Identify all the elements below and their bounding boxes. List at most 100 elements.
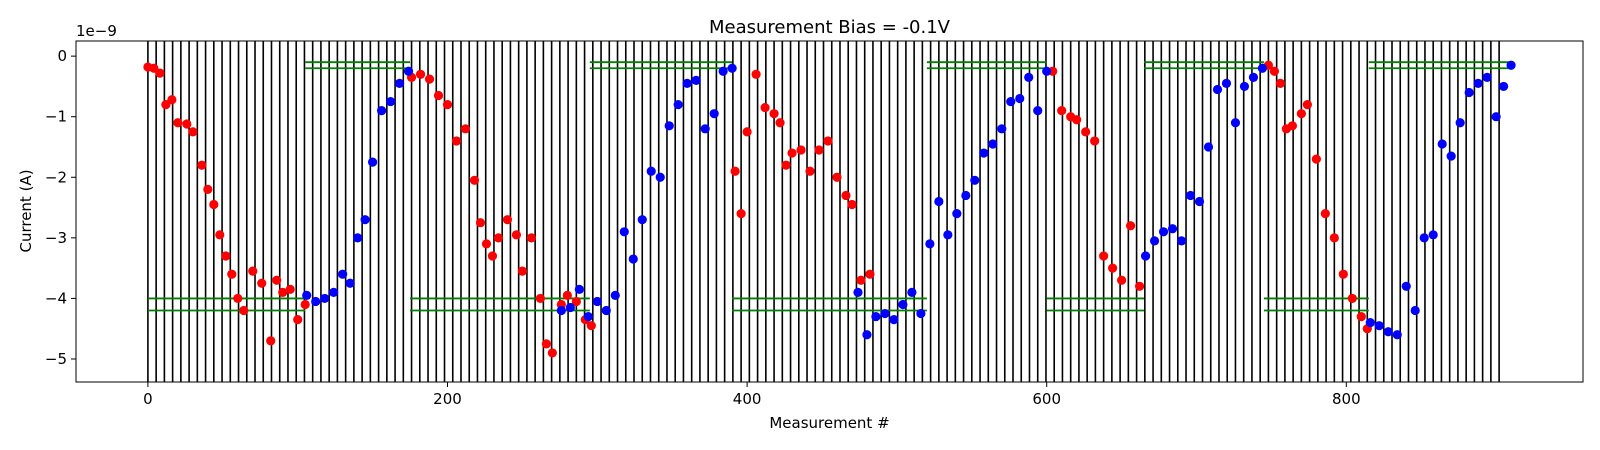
blue-data-point: [1230, 118, 1241, 128]
blue-data-point: [1149, 236, 1160, 246]
plot-area: [143, 41, 1516, 382]
y-tick-label: −4: [45, 289, 67, 307]
blue-data-point: [1176, 236, 1187, 246]
red-data-point: [272, 275, 282, 285]
red-data-point: [775, 118, 785, 128]
y-tick-label: 0: [57, 47, 67, 65]
y-tick-label: −5: [45, 350, 67, 368]
x-axis: 0 200 400 600 800: [143, 382, 1361, 408]
blue-data-point: [1194, 196, 1205, 207]
red-data-point: [182, 119, 192, 129]
blue-data-point: [1437, 139, 1447, 149]
red-data-point: [203, 184, 213, 194]
blue-data-point: [889, 315, 899, 325]
blue-data-point: [853, 287, 863, 297]
red-data-point: [155, 68, 165, 78]
blue-data-point: [601, 305, 611, 316]
blue-data-point: [700, 124, 710, 134]
blue-data-point: [345, 278, 355, 288]
red-data-point: [1356, 311, 1366, 322]
blue-data-point: [1428, 230, 1438, 240]
y-tick-label: −1: [45, 108, 67, 126]
red-data-point: [1311, 154, 1321, 164]
blue-data-point: [565, 302, 575, 313]
blue-data-point: [311, 296, 321, 307]
blue-data-point: [871, 311, 881, 322]
red-data-point: [451, 136, 462, 146]
red-data-point: [1134, 281, 1145, 291]
red-data-point: [1320, 209, 1330, 219]
blue-data-point: [1239, 81, 1250, 92]
red-data-point: [856, 275, 866, 285]
red-data-point: [197, 160, 207, 170]
blue-data-point: [952, 209, 962, 219]
y-axis: 0 −1 −2 −3 −4 −5: [45, 47, 76, 368]
blue-data-point: [1491, 112, 1501, 122]
blue-data-point: [646, 166, 656, 176]
blue-data-point: [880, 308, 890, 319]
y-tick-label: −3: [45, 229, 67, 247]
red-data-point: [1347, 293, 1357, 304]
red-data-point: [1302, 99, 1312, 110]
red-data-point: [823, 136, 833, 146]
blue-data-point: [1248, 72, 1259, 82]
red-data-point: [1275, 78, 1286, 88]
red-data-point: [481, 239, 492, 249]
blue-data-point: [673, 99, 683, 110]
red-data-point: [517, 266, 528, 276]
red-data-point: [526, 233, 536, 243]
y-axis-label: Current (A): [17, 169, 35, 252]
blue-data-point: [691, 75, 701, 85]
red-data-point: [475, 218, 486, 228]
blue-data-point: [1365, 318, 1375, 328]
blue-data-point: [592, 296, 602, 307]
blue-data-point: [403, 66, 414, 76]
blue-data-point: [655, 172, 665, 182]
red-data-point: [1099, 251, 1109, 261]
blue-data-point: [925, 239, 935, 249]
red-data-point: [469, 175, 480, 185]
blue-data-point: [1033, 106, 1043, 116]
blue-data-point: [1383, 327, 1393, 337]
red-data-point: [173, 118, 183, 128]
blue-data-point: [1203, 142, 1214, 152]
blue-data-point: [1401, 281, 1411, 291]
blue-data-point: [394, 78, 405, 88]
red-data-point: [487, 251, 498, 261]
red-data-point: [865, 269, 875, 279]
blue-data-point: [1374, 321, 1384, 331]
blue-data-point: [1015, 93, 1025, 104]
x-tick-label: 600: [1032, 390, 1061, 408]
blue-data-point: [718, 66, 728, 76]
red-data-point: [433, 90, 444, 101]
blue-data-point: [1473, 78, 1483, 88]
red-data-point: [188, 127, 198, 137]
blue-data-point: [709, 109, 719, 119]
blue-data-point: [320, 293, 330, 304]
y-tick-label: −2: [45, 168, 67, 186]
red-data-point: [1338, 269, 1348, 279]
blue-data-point: [1392, 330, 1402, 340]
blue-data-point: [898, 299, 908, 310]
blue-data-point: [682, 78, 692, 88]
blue-data-point: [1499, 81, 1509, 92]
x-axis-label: Measurement #: [769, 414, 889, 432]
blue-data-point: [727, 63, 737, 73]
blue-data-point: [1042, 66, 1052, 76]
red-data-point: [221, 251, 231, 261]
blue-data-point: [360, 215, 370, 225]
red-data-point: [167, 95, 177, 105]
red-data-point: [1296, 109, 1306, 119]
plot-frame: [75, 40, 1584, 383]
blue-data-point: [1024, 72, 1034, 82]
blue-data-point: [556, 305, 566, 316]
blue-data-point: [961, 190, 971, 201]
blue-data-point: [862, 330, 872, 340]
red-data-point: [562, 290, 572, 300]
blue-data-point: [1410, 305, 1420, 316]
red-data-point: [511, 230, 522, 240]
blue-data-point: [1419, 233, 1429, 243]
blue-data-point: [1446, 151, 1456, 161]
blue-data-point: [1140, 251, 1151, 261]
blue-data-point: [628, 254, 638, 264]
